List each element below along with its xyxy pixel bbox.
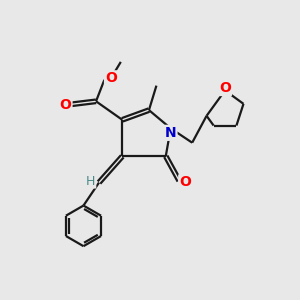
Text: O: O bbox=[179, 175, 191, 189]
Text: N: N bbox=[165, 126, 176, 140]
Text: O: O bbox=[219, 81, 231, 95]
Text: O: O bbox=[60, 98, 71, 112]
Text: H: H bbox=[86, 175, 95, 188]
Text: O: O bbox=[105, 71, 117, 85]
